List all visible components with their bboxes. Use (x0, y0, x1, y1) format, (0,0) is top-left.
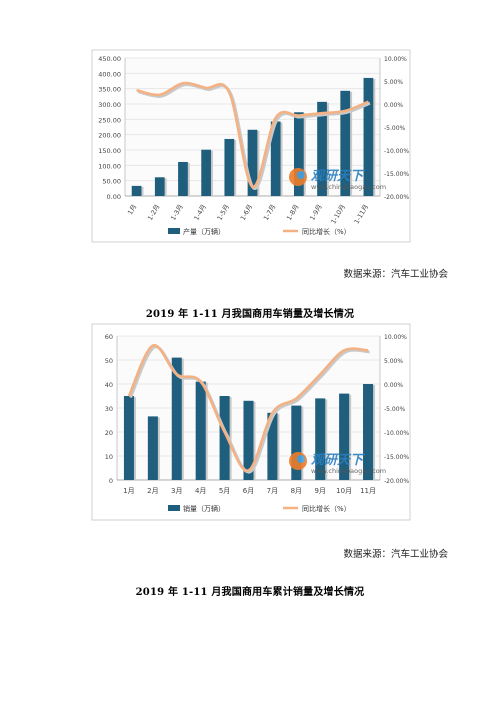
chart-2-bar (339, 393, 350, 480)
chart-2-x-tick: 6月 (243, 487, 254, 495)
chart-2-legend-line-label: 同比增长（%） (302, 504, 351, 513)
chart-2-y-left-tick: 60 (105, 333, 113, 341)
chart-2-frame: 0 10 20 30 40 50 60 -20.00% -15.00% -10.00% -5.00%… (0, 320, 500, 540)
chart-2-legend-bar-swatch (168, 505, 180, 511)
chart-1-legend-line-label: 同比增长（%） (302, 227, 351, 236)
chart-1-y-left-tick: 0.00 (107, 193, 121, 201)
chart-1-y-right-tick: -15.00% (384, 171, 409, 178)
chart-2-legend-bar-label: 销量（万辆） (183, 504, 225, 513)
chart-1-y-left-tick: 150.00 (98, 147, 121, 155)
chart-2-y-right-tick: 0.00% (384, 382, 403, 389)
chart-2-watermark-logo-dot (297, 455, 305, 463)
chart-1-y-left-tick: 300.00 (98, 101, 121, 109)
chart-1-y-right-tick: 5.00% (384, 79, 403, 86)
chart-2-bar (147, 416, 158, 480)
chart-1-frame: 0.00 50.00 100.00 150.00 200.00 250.00 300.00 3… (0, 0, 500, 250)
chart-2-y-right-tick: 10.00% (384, 334, 407, 341)
chart-1-y-right-tick: -20.00% (384, 194, 409, 201)
chart-2-y-right-tick: -5.00% (384, 406, 406, 413)
chart-2-x-tick: 2月 (147, 487, 158, 495)
chart-1-y-left-tick: 50.00 (102, 178, 121, 186)
chart-2-watermark-site: www.chinabaogao.com (311, 467, 386, 475)
chart-2-y-left-tick: 0 (109, 477, 113, 485)
chart-1-source: 数据来源：汽车工业协会 (343, 269, 448, 280)
chart-1-y-right-tick: 0.00% (384, 102, 403, 109)
chart-1-bar (201, 149, 212, 196)
chart-1: 0.00 50.00 100.00 150.00 200.00 250.00 300.00 3… (91, 49, 411, 243)
chart-2-x-tick: 7月 (267, 487, 278, 495)
chart-2-bar (267, 412, 278, 480)
chart-1-caption: 2019 年 1-11 月我国商用车销量及增长情况 (145, 309, 355, 320)
chart-1-bar (178, 161, 188, 196)
chart-2-x-tick: 9月 (314, 487, 325, 495)
chart-2-x-tick: 8月 (291, 487, 302, 495)
chart-1-y-left-tick: 450.00 (98, 55, 121, 63)
chart-2-x-tick: 3月 (171, 487, 182, 495)
chart-2-y-left-tick: 30 (105, 405, 113, 413)
chart-1-y-left-tick: 200.00 (98, 132, 121, 140)
chart-2-y-left-tick: 40 (105, 381, 113, 389)
chart-1-y-right-tick: -10.00% (384, 148, 409, 155)
chart-1-bar (270, 121, 281, 196)
chart-1-bar (317, 101, 327, 196)
chart-2-bar (291, 405, 302, 480)
chart-2-bar (243, 400, 254, 480)
chart-2-bar (315, 398, 326, 480)
chart-2-watermark-brand: 观研天下 (311, 453, 366, 468)
chart-1-watermark-brand: 观研天下 (311, 169, 366, 184)
chart-2-y-left-tick: 20 (105, 429, 113, 437)
chart-2-y-left-tick: 50 (105, 357, 113, 365)
chart-1-bar (247, 129, 258, 196)
chart-1-legend-bar-swatch (168, 228, 180, 234)
chart-2-bar (219, 396, 230, 480)
chart-1-bar (340, 90, 351, 196)
chart-2-x-tick: 5月 (219, 487, 230, 495)
chart-1-line-shadow (137, 83, 371, 190)
chart-1-y-left-tick: 250.00 (98, 116, 121, 124)
chart-2-x-tick: 4月 (195, 487, 206, 495)
chart-1-bar (154, 177, 165, 196)
chart-1-y-left-tick: 400.00 (98, 70, 121, 78)
chart-1-y-right-tick: -5.00% (384, 125, 406, 132)
chart-2-y-right-tick: 5.00% (384, 358, 403, 365)
chart-2-bar (195, 381, 206, 480)
chart-2-y-left-tick: 10 (105, 453, 113, 461)
chart-1-y-left-tick: 100.00 (98, 162, 121, 170)
chart-1-bar (224, 138, 235, 196)
chart-2-caption: 2019 年 1-11 月我国商用车累计销量及增长情况 (135, 587, 365, 598)
chart-2-x-tick: 10月 (336, 487, 352, 495)
chart-2-y-right-tick: -15.00% (384, 454, 409, 461)
chart-1-y-left-tick: 350.00 (98, 86, 121, 94)
chart-2-y-right-tick: -20.00% (384, 478, 409, 485)
chart-2-x-tick: 1月 (123, 487, 134, 495)
chart-2-source: 数据来源：汽车工业协会 (343, 549, 448, 560)
chart-2-y-right-tick: -10.00% (384, 430, 409, 437)
chart-1-bar (293, 112, 304, 196)
chart-2-bar (123, 396, 134, 480)
chart-2: 0 10 20 30 40 50 60 -20.00% -15.00% -10.00% -5.00%… (91, 323, 411, 521)
chart-2-bar (171, 357, 182, 480)
chart-2-x-tick: 11月 (360, 487, 376, 495)
chart-1-watermark-site: www.chinabaogao.com (311, 183, 386, 191)
chart-2-bar (363, 384, 374, 480)
chart-1-legend-bar-label: 产量（万辆） (183, 227, 225, 236)
chart-1-watermark-logo-dot (297, 171, 305, 179)
chart-1-bar (363, 77, 374, 196)
chart-1-y-right-tick: 10.00% (384, 56, 407, 63)
chart-1-bar (131, 185, 142, 196)
